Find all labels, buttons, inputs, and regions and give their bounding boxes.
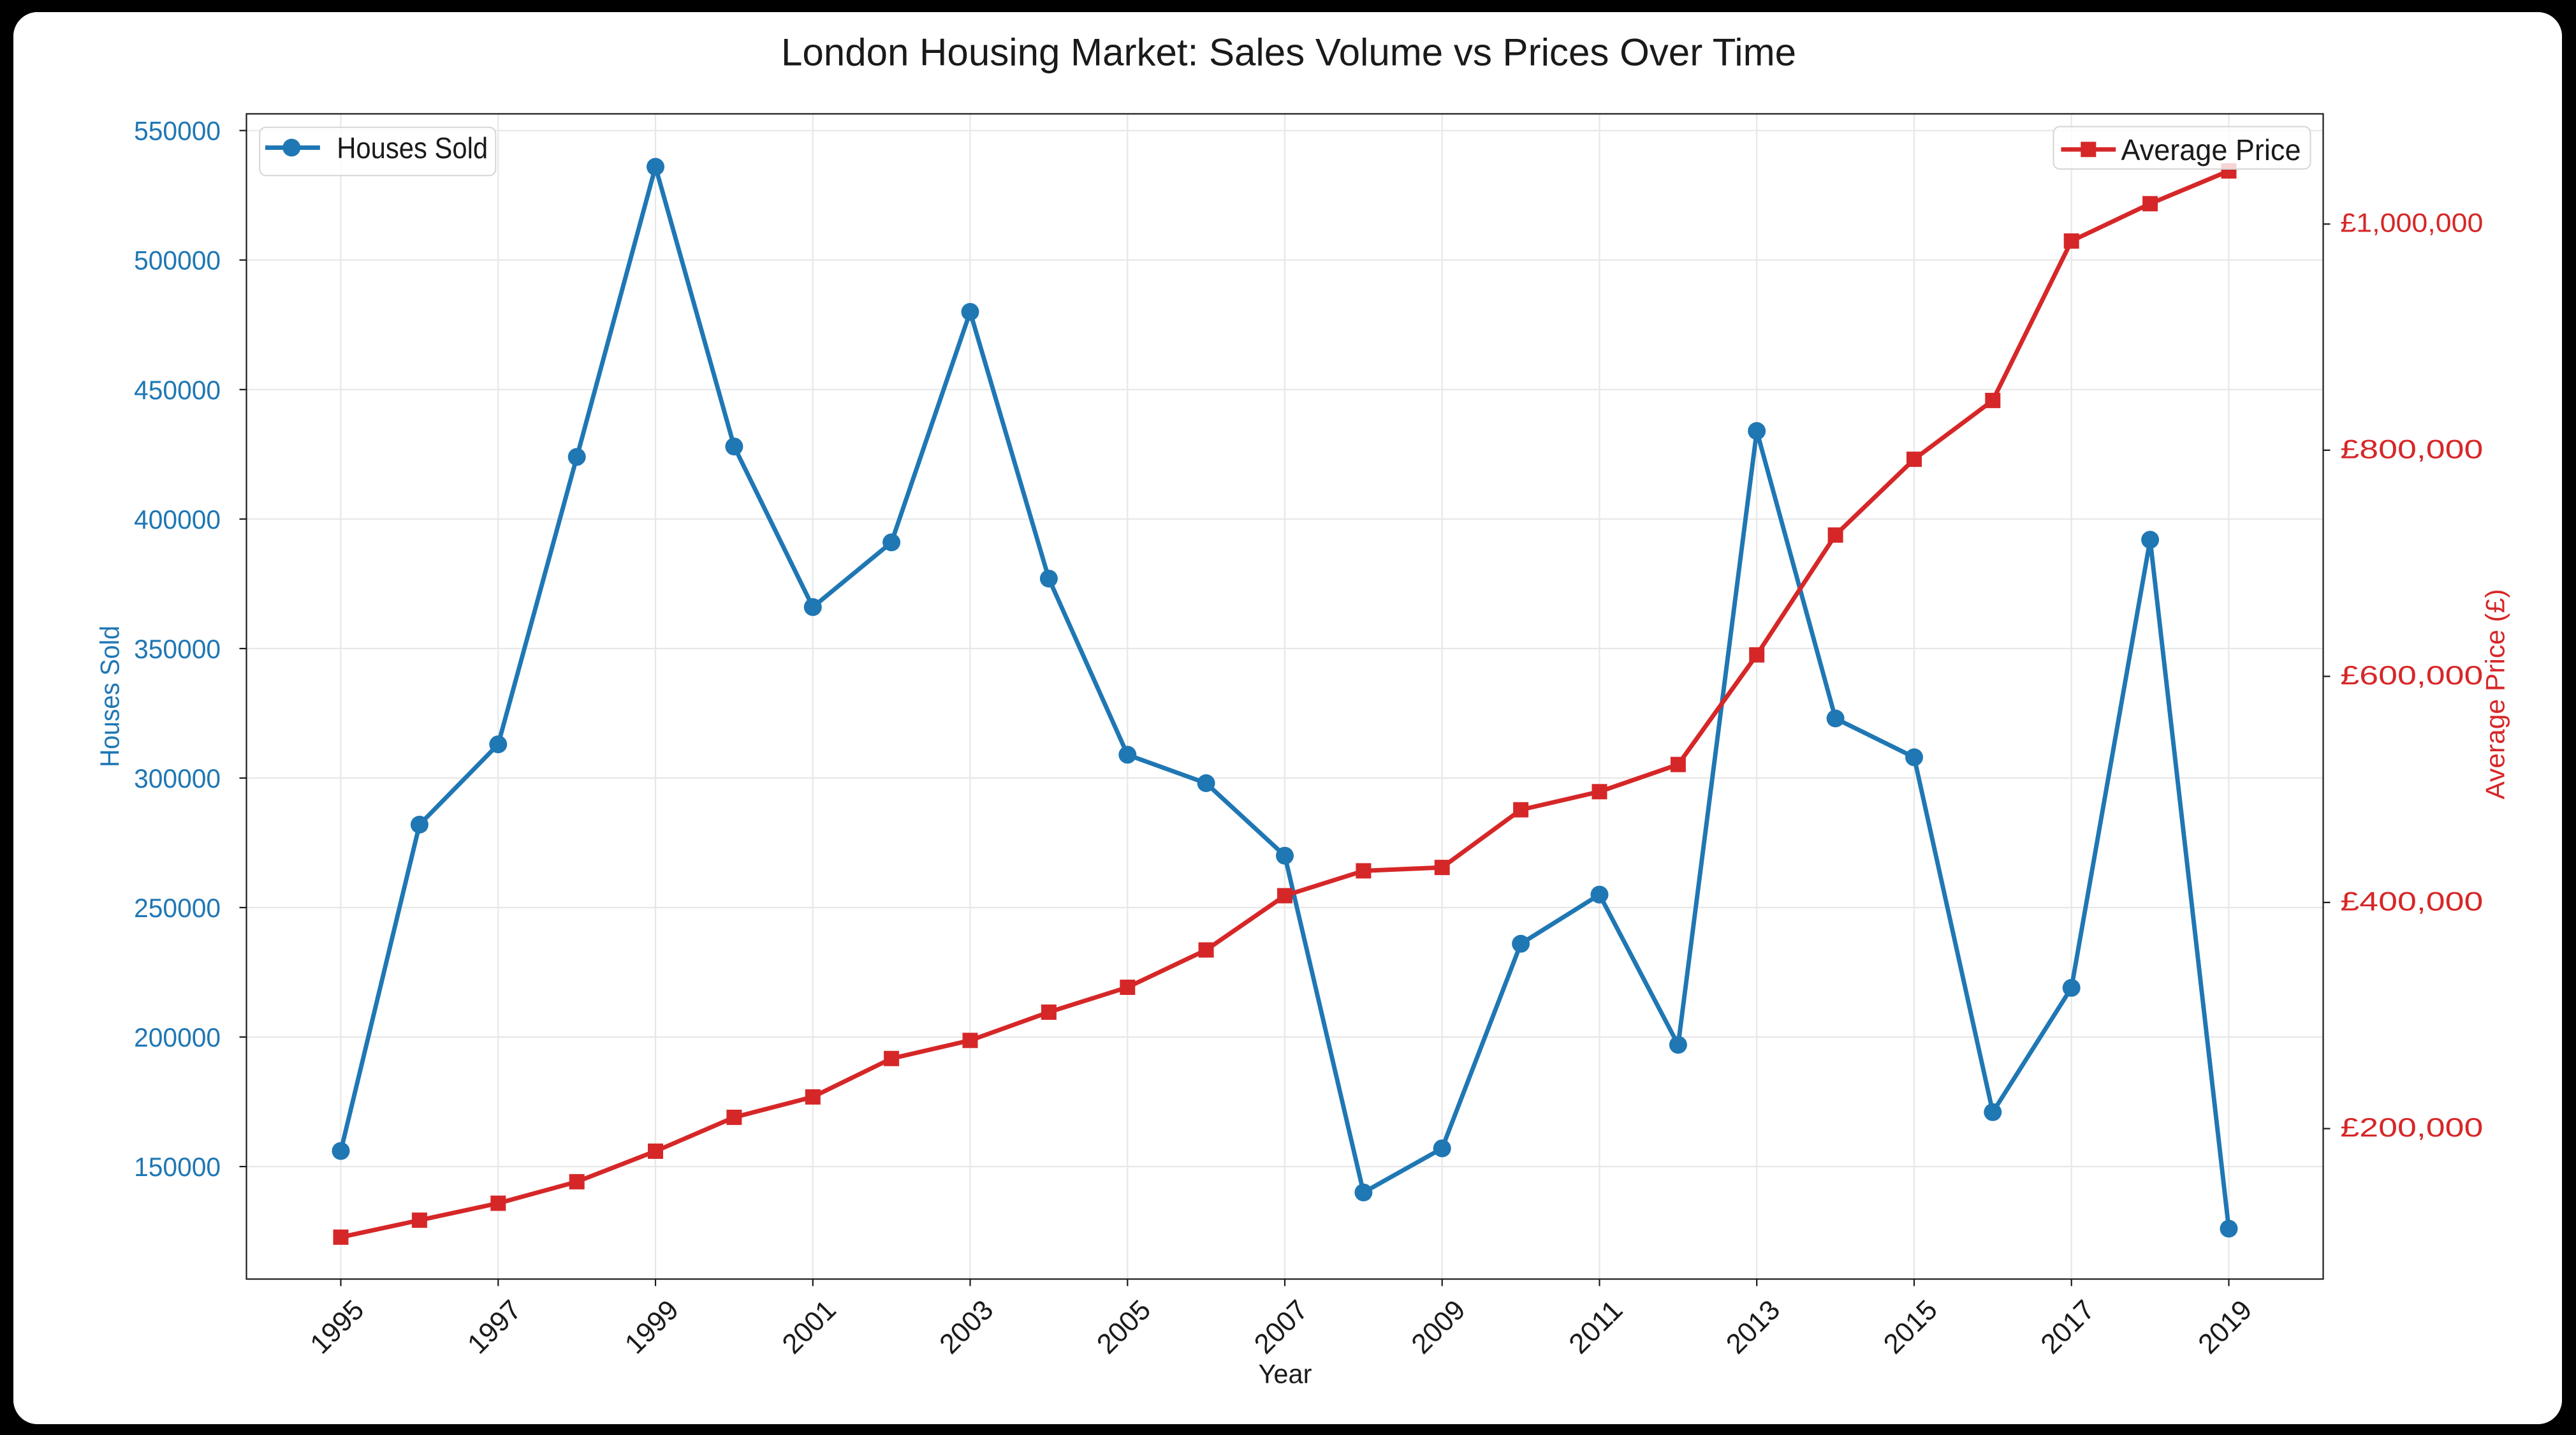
svg-text:250000: 250000 — [134, 893, 221, 923]
svg-text:300000: 300000 — [134, 763, 221, 793]
svg-text:400000: 400000 — [134, 504, 221, 534]
svg-text:350000: 350000 — [134, 633, 221, 663]
svg-text:London Housing Market: Sales V: London Housing Market: Sales Volume vs P… — [781, 31, 1796, 73]
svg-text:Average Price (£): Average Price (£) — [2480, 589, 2510, 799]
svg-text:Houses Sold: Houses Sold — [337, 131, 488, 165]
svg-text:£400,000: £400,000 — [2340, 886, 2483, 916]
svg-text:£1,000,000: £1,000,000 — [2340, 207, 2483, 237]
svg-text:550000: 550000 — [134, 115, 221, 145]
svg-text:£600,000: £600,000 — [2340, 659, 2483, 689]
svg-text:500000: 500000 — [134, 245, 221, 275]
svg-text:150000: 150000 — [134, 1152, 221, 1182]
svg-text:Houses Sold: Houses Sold — [94, 626, 124, 767]
svg-text:Average Price: Average Price — [2121, 133, 2301, 166]
svg-text:£800,000: £800,000 — [2340, 434, 2483, 464]
svg-text:£200,000: £200,000 — [2340, 1112, 2483, 1142]
svg-text:200000: 200000 — [134, 1022, 221, 1052]
svg-text:450000: 450000 — [134, 374, 221, 404]
svg-text:Year: Year — [1258, 1358, 1312, 1388]
